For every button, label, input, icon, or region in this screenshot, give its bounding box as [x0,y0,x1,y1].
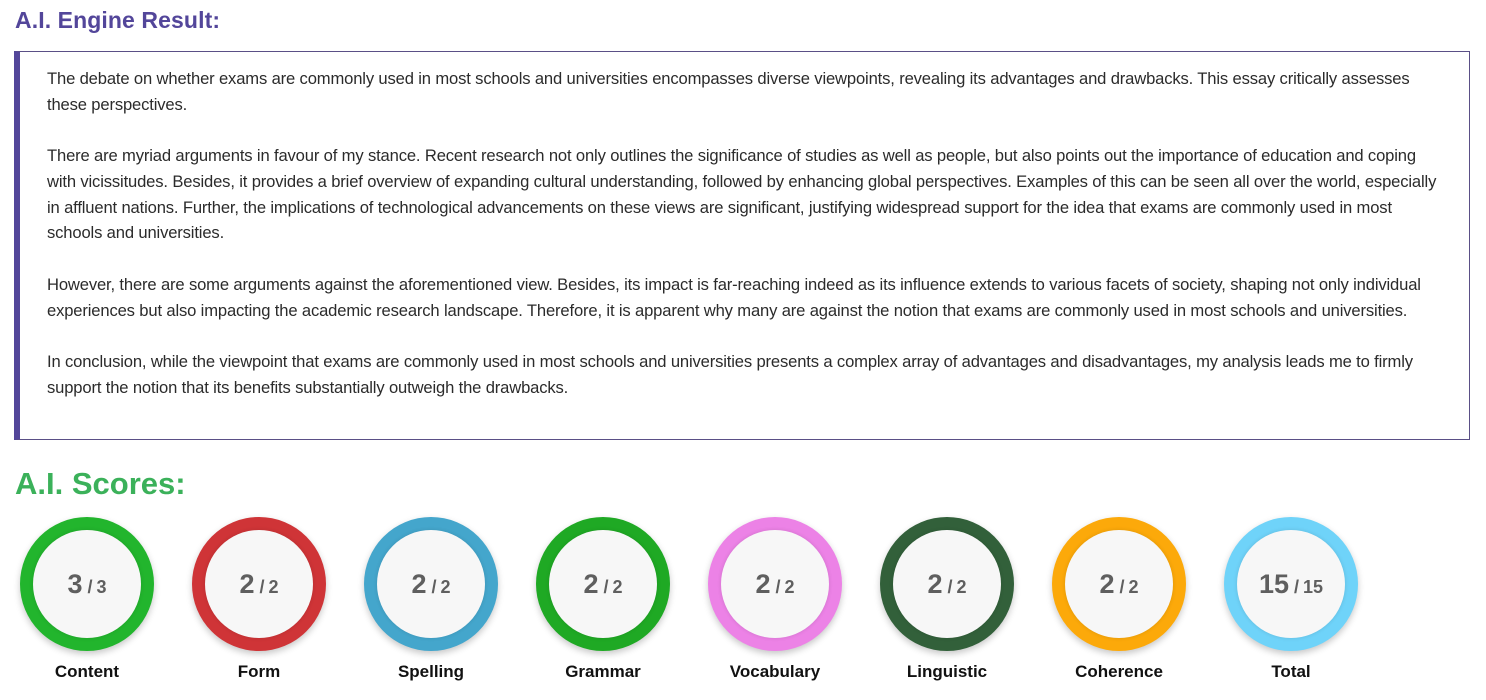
score-content: 3/3 Content [1,517,173,700]
score-grammar: 2/2 Grammar [517,517,689,700]
essay-paragraph: The debate on whether exams are commonly… [47,69,1410,114]
score-display: 15/15 [1237,530,1345,638]
score-value: 3 [67,568,83,599]
score-display: 2/2 [205,530,313,638]
score-label: Content [54,662,120,681]
score-ring: 2/2 [192,517,326,651]
score-value: 2 [411,568,427,599]
score-label: Vocabulary [729,662,821,681]
score-separator: / [603,576,609,597]
score-value: 2 [927,568,943,599]
score-max: 2 [612,576,623,597]
score-max: 2 [956,576,967,597]
score-ring: 2/2 [708,517,842,651]
score-ring: 2/2 [880,517,1014,651]
essay-paragraph: There are myriad arguments in favour of … [47,146,1437,243]
ai-scores-title: A.I. Scores: [15,466,186,501]
score-max: 2 [268,576,279,597]
score-ring: 2/2 [536,517,670,651]
score-value: 2 [755,568,771,599]
score-ring: 3/3 [20,517,154,651]
score-separator: / [1119,576,1125,597]
score-value: 2 [1099,568,1115,599]
score-display: 2/2 [893,530,1001,638]
score-max: 2 [1128,576,1139,597]
score-separator: / [87,576,93,597]
score-value: 2 [239,568,255,599]
score-separator: / [431,576,437,597]
score-max: 2 [784,576,795,597]
score-label: Grammar [565,662,641,681]
score-label: Form [237,662,281,681]
score-ring: 2/2 [364,517,498,651]
score-linguistic: 2/2 Linguistic [861,517,1033,700]
essay-paragraph: However, there are some arguments agains… [47,274,1421,320]
score-separator: / [1294,576,1300,597]
essay-paragraph: In conclusion, while the viewpoint that … [47,351,1413,397]
score-max: 3 [96,576,107,597]
score-value: 2 [583,568,599,599]
score-display: 3/3 [33,530,141,638]
ai-engine-result-title: A.I. Engine Result: [15,7,221,33]
score-vocabulary: 2/2 Vocabulary [689,517,861,700]
score-spelling: 2/2 Spelling [345,517,517,700]
score-separator: / [775,576,781,597]
score-total: 15/15 Total [1205,517,1377,700]
score-ring: 15/15 [1224,517,1358,651]
essay-result-box: The debate on whether exams are commonly… [14,51,1470,440]
score-form: 2/2 Form [173,517,345,700]
score-label: Linguistic [906,662,988,681]
score-coherence: 2/2 Coherence [1033,517,1205,700]
score-separator: / [947,576,953,597]
score-value: 15 [1258,568,1289,599]
score-max: 15 [1303,576,1324,597]
score-display: 2/2 [1065,530,1173,638]
score-separator: / [259,576,265,597]
score-label: Total [1271,662,1311,681]
score-label: Spelling [397,662,465,681]
score-display: 2/2 [721,530,829,638]
score-display: 2/2 [377,530,485,638]
scores-row: 3/3 Content 2/2 Form 2/2 Spelling 2/2 Gr… [0,517,1486,700]
score-label: Coherence [1075,662,1163,681]
score-max: 2 [440,576,451,597]
score-display: 2/2 [549,530,657,638]
score-ring: 2/2 [1052,517,1186,651]
